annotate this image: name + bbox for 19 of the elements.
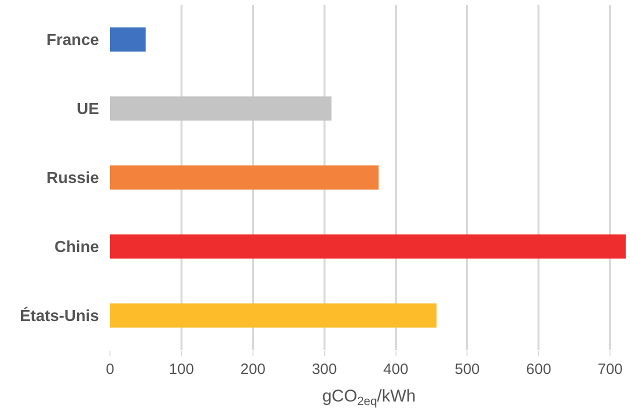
y-tick-label: Chine: [54, 239, 100, 256]
x-tick-label: 400: [383, 361, 408, 378]
y-tick-label: UE: [76, 101, 100, 118]
x-tick-label: 100: [168, 361, 194, 378]
bar: [110, 96, 332, 121]
bar: [110, 27, 146, 52]
bar: [110, 303, 437, 328]
x-tick-label: 700: [598, 361, 623, 378]
x-tick-label: 500: [454, 361, 480, 378]
x-tick-label: 300: [312, 361, 337, 378]
y-tick-label: États-Unis: [20, 306, 100, 326]
y-tick-label: France: [46, 32, 100, 50]
bar: [110, 234, 626, 259]
x-axis-title: gCO$_{2eq}$/kWh: [322, 386, 416, 408]
x-tick-label: 0: [106, 361, 114, 378]
bar: [110, 165, 379, 190]
y-tick-label: Russie: [46, 170, 100, 188]
x-tick-label: 200: [240, 361, 266, 378]
x-tick-label: 600: [526, 361, 552, 378]
